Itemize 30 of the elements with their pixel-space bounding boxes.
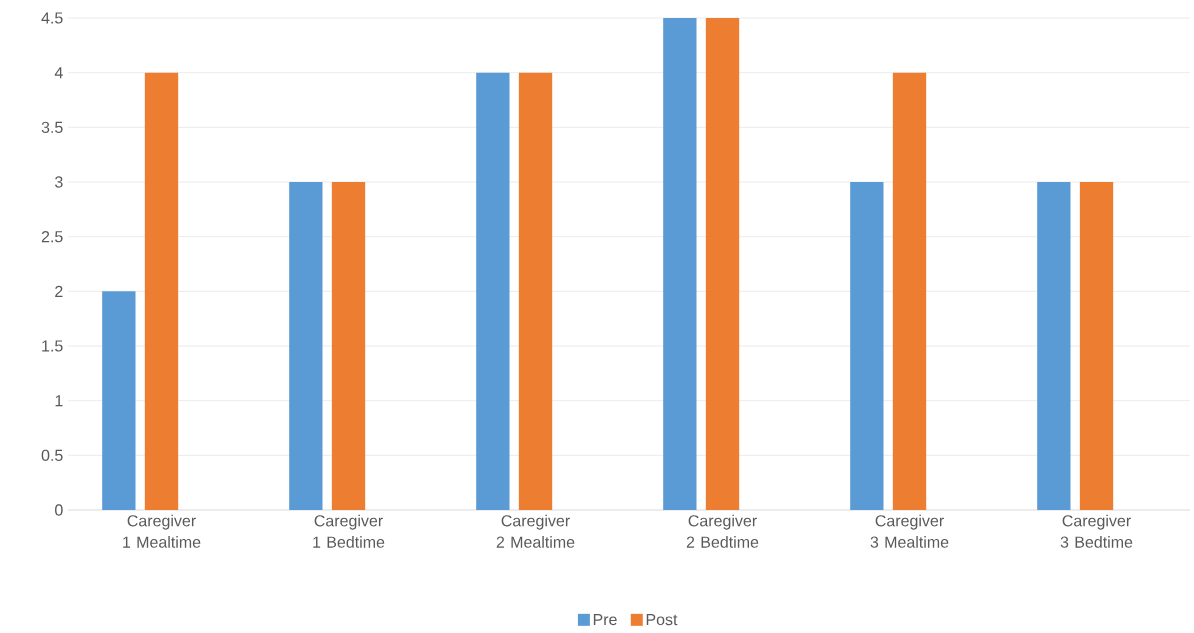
legend-label: Pre (593, 614, 617, 626)
x-tick-label: Caregiver 3 Bedtime (1060, 514, 1133, 548)
legend-label: Post (646, 614, 678, 626)
bar (892, 72, 927, 510)
y-tick-label: 4.5 (41, 12, 63, 24)
y-tick-label: 1 (55, 395, 63, 407)
x-tick-label: Caregiver 1 Mealtime (123, 514, 201, 548)
bar (1079, 182, 1114, 510)
bar (144, 72, 179, 510)
y-tick-label: 2.5 (41, 231, 63, 243)
bar (518, 72, 553, 510)
bar (102, 291, 136, 510)
x-tick-label: Caregiver 2 Bedtime (686, 514, 759, 548)
y-tick-label: 3 (55, 176, 63, 188)
x-tick-label: Caregiver 1 Bedtime (313, 514, 385, 548)
bar (663, 18, 697, 510)
bar (1037, 182, 1071, 510)
bar (705, 18, 740, 510)
y-tick-label: 4 (54, 67, 63, 79)
bar (476, 72, 510, 510)
y-tick-label: 3.5 (41, 121, 63, 133)
y-tick-label: 1.5 (42, 340, 63, 352)
bar (331, 182, 366, 510)
bar (850, 182, 884, 510)
x-tick-label: Caregiver 3 Mealtime (870, 514, 949, 548)
bar (289, 182, 323, 510)
x-tick-label: Caregiver 2 Mealtime (496, 514, 575, 548)
y-tick-label: 2 (55, 285, 63, 297)
y-tick-label: 0 (55, 504, 63, 516)
y-tick-label: 0.5 (41, 449, 63, 461)
